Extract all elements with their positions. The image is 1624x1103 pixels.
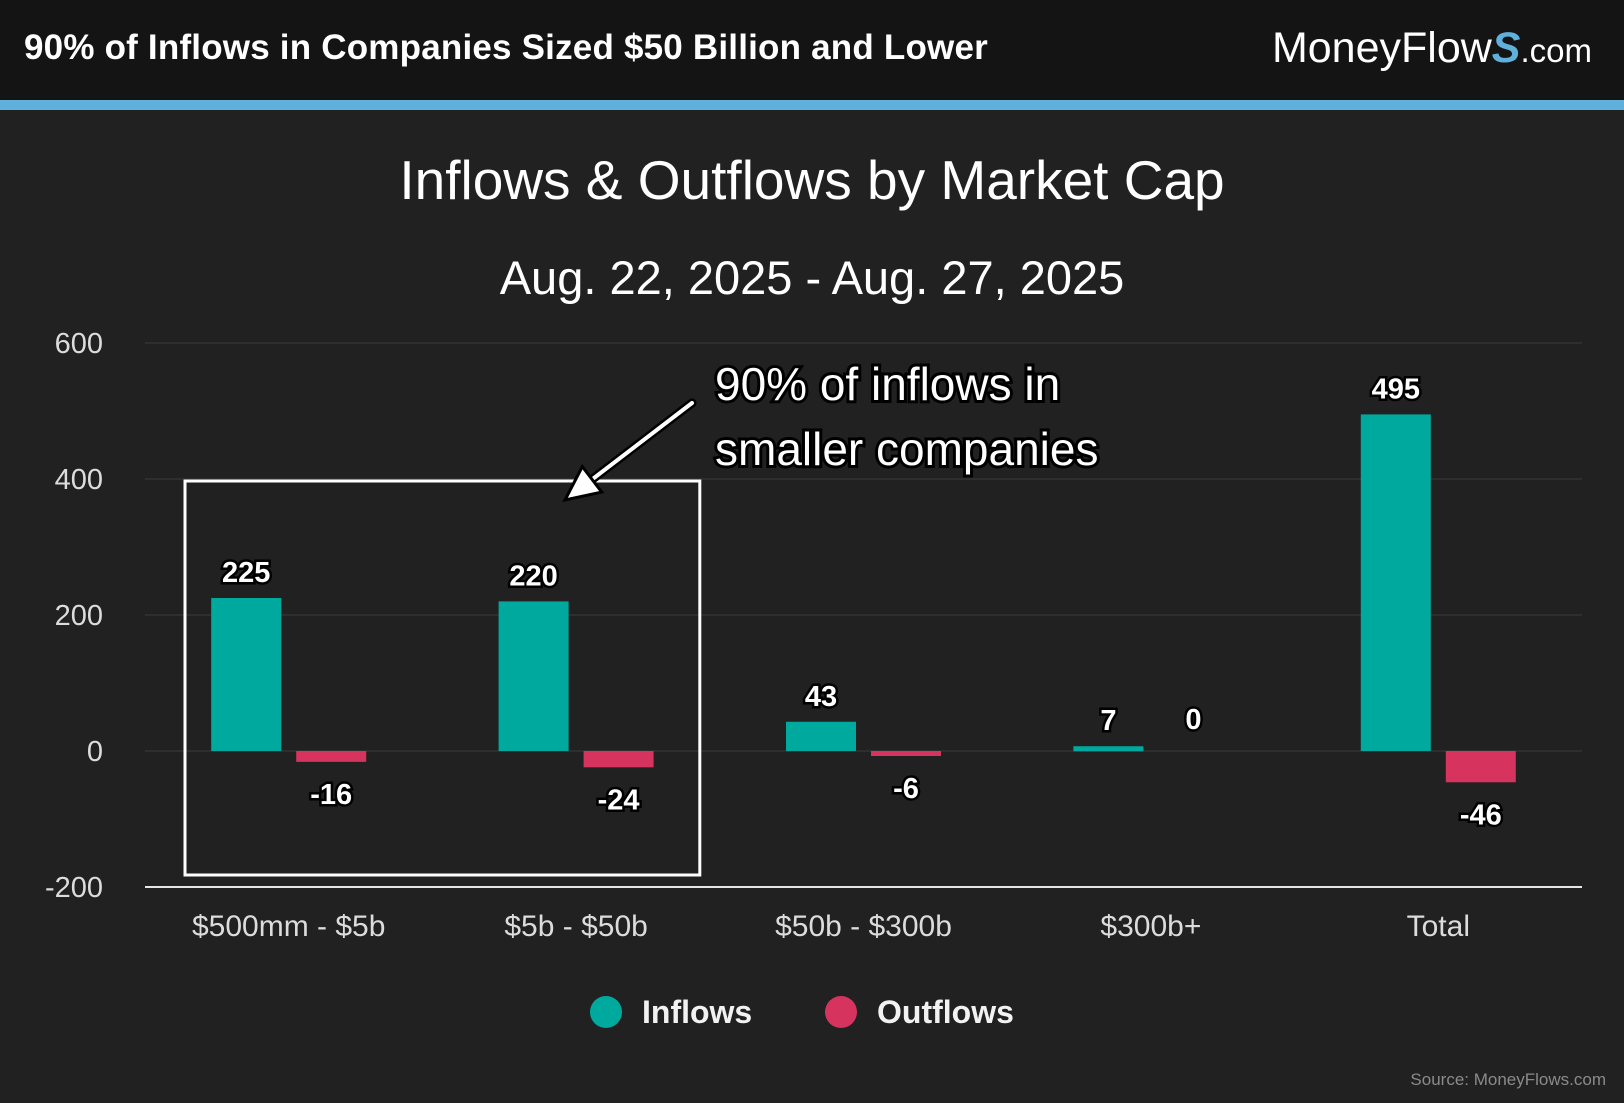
data-label: 0 (1185, 704, 1201, 736)
legend: Inflows Outflows (0, 990, 1624, 1034)
annotation-arrow-head (562, 463, 605, 503)
data-label: -46 (1460, 799, 1502, 831)
header-title: 90% of Inflows in Companies Sized $50 Bi… (24, 28, 988, 67)
legend-item-outflows: Outflows (825, 990, 1014, 1034)
bar-inflows (1073, 746, 1144, 752)
legend-item-inflows: Inflows (590, 990, 752, 1034)
legend-swatch-inflows (590, 996, 622, 1028)
bar-inflows (498, 601, 569, 751)
bar-outflows (583, 751, 654, 768)
y-tick-label: 600 (55, 328, 103, 360)
bar-outflows (1445, 751, 1516, 783)
bar-outflows (871, 751, 941, 756)
y-tick-label: 400 (55, 464, 103, 496)
annotation-text-line2: smaller companies (715, 423, 1098, 475)
data-label: -6 (893, 773, 919, 805)
brand-s-mark: S (1491, 24, 1521, 72)
x-category-label: Total (1407, 910, 1470, 943)
annotation-text-line1: 90% of inflows in (715, 358, 1060, 410)
data-label: 495 (1372, 373, 1420, 405)
y-axis-ticks: 600 400 200 0 -200 (45, 328, 103, 904)
x-category-label: $5b - $50b (504, 910, 647, 943)
brand-main: MoneyFlow (1271, 24, 1492, 72)
gridlines (145, 342, 1582, 752)
data-label: 43 (805, 681, 837, 713)
header-accent-line (0, 100, 1624, 110)
legend-swatch-outflows (825, 996, 857, 1028)
x-category-label: $500mm - $5b (192, 910, 385, 943)
legend-label-outflows: Outflows (877, 993, 1014, 1030)
y-tick-label: -200 (45, 872, 103, 904)
bars (211, 414, 1516, 783)
y-tick-label: 200 (55, 600, 103, 632)
data-label: -16 (310, 779, 352, 811)
y-tick-label: 0 (87, 736, 103, 768)
data-label: 225 (222, 557, 270, 589)
data-label: 7 (1100, 705, 1116, 737)
x-axis-categories: $500mm - $5b $5b - $50b $50b - $300b $300b+… (192, 910, 1470, 943)
brand-logo: MoneyFlowS.com (1272, 24, 1592, 73)
source-note: Source: MoneyFlows.com (1410, 1070, 1606, 1089)
bar-outflows (296, 751, 367, 762)
highlight-box (183, 479, 702, 877)
bar-inflows (211, 598, 282, 751)
bar-inflows (1360, 414, 1431, 751)
header-bar (0, 0, 1624, 100)
annotation-arrow-inner (575, 401, 694, 493)
legend-label-inflows: Inflows (642, 993, 753, 1030)
chart-title: Inflows & Outflows by Market Cap (399, 149, 1225, 211)
x-category-label: $50b - $300b (775, 910, 952, 943)
chart-subtitle: Aug. 22, 2025 - Aug. 27, 2025 (499, 251, 1125, 304)
brand-suffix: .com (1520, 32, 1592, 69)
data-label: 220 (509, 560, 557, 592)
data-label: -24 (598, 784, 640, 816)
annotation: 90% of inflows in smaller companies (183, 355, 1101, 877)
bar-inflows (786, 721, 856, 751)
data-labels: 225 -16 220 -24 43 -6 7 0 495 -46 (220, 371, 1505, 834)
x-category-label: $300b+ (1100, 910, 1201, 943)
